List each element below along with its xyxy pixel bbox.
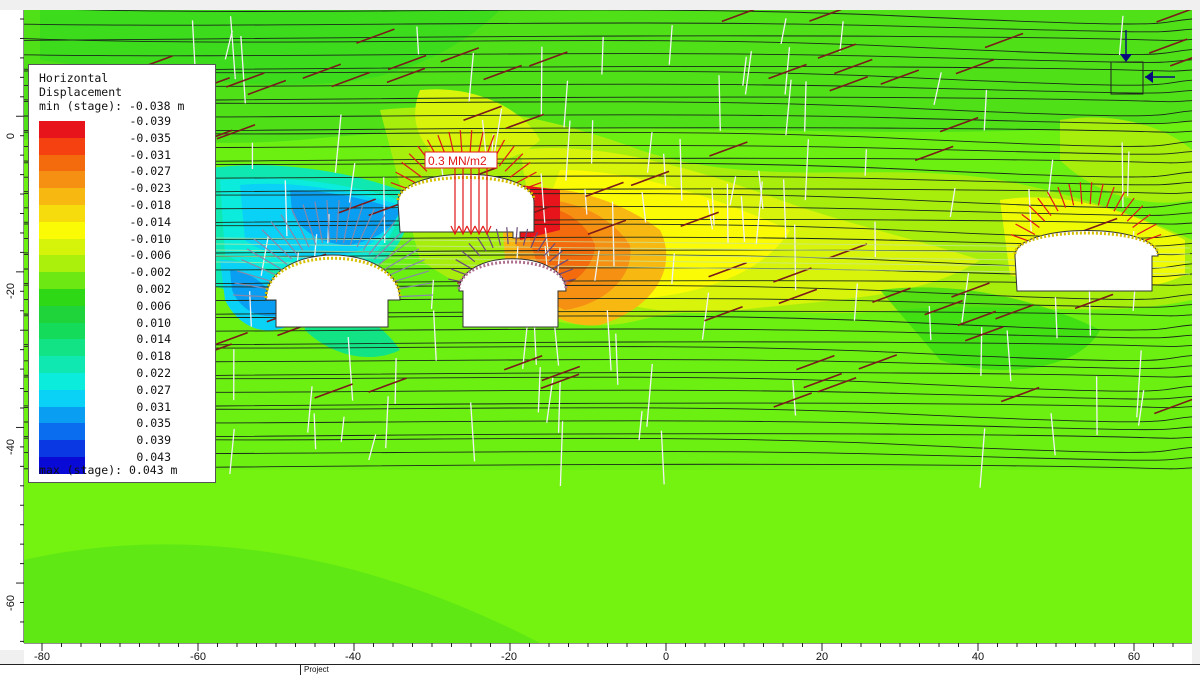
legend-value: -0.027 bbox=[91, 165, 171, 177]
y-tick-label: 0 bbox=[5, 133, 17, 139]
x-tick-label: 20 bbox=[816, 651, 828, 663]
legend-max-label: max (stage): 0.043 m bbox=[39, 463, 177, 477]
legend-swatch bbox=[39, 390, 85, 407]
legend-min-label: min (stage): -0.038 m bbox=[39, 99, 184, 113]
legend-value: -0.002 bbox=[91, 266, 171, 278]
legend-swatch bbox=[39, 138, 85, 155]
legend-value: -0.018 bbox=[91, 199, 171, 211]
legend-swatch bbox=[39, 205, 85, 222]
joint-segment bbox=[727, 184, 728, 243]
x-tick-label: -60 bbox=[190, 651, 206, 663]
x-tick-label: 40 bbox=[972, 651, 984, 663]
status-bar: Project bbox=[0, 664, 1200, 675]
legend-value: 0.018 bbox=[91, 350, 171, 362]
legend-swatch bbox=[39, 407, 85, 424]
legend-value: 0.010 bbox=[91, 317, 171, 329]
legend-value: 0.043 bbox=[91, 451, 171, 463]
legend-swatch bbox=[39, 323, 85, 340]
legend-swatch bbox=[39, 272, 85, 289]
legend-value: 0.014 bbox=[91, 333, 171, 345]
legend-swatch bbox=[39, 239, 85, 256]
legend-swatch bbox=[39, 423, 85, 440]
x-tick-label: -40 bbox=[345, 651, 361, 663]
legend-title-line2: Displacement bbox=[39, 85, 184, 99]
x-tick-label: -80 bbox=[34, 651, 50, 663]
legend-swatch bbox=[39, 356, 85, 373]
load-label: 0.3 MN/m2 bbox=[428, 154, 487, 168]
legend-value: 0.002 bbox=[91, 283, 171, 295]
x-tick-label: -20 bbox=[501, 651, 517, 663]
legend-swatch bbox=[39, 222, 85, 239]
legend-title-line1: Horizontal bbox=[39, 71, 184, 85]
legend-swatch bbox=[39, 171, 85, 188]
y-tick-label: -40 bbox=[5, 439, 17, 455]
legend-swatch bbox=[39, 339, 85, 356]
legend-swatch bbox=[39, 121, 85, 138]
legend-swatch bbox=[39, 306, 85, 323]
legend-value: 0.022 bbox=[91, 367, 171, 379]
legend-value: -0.031 bbox=[91, 149, 171, 161]
legend-value: -0.023 bbox=[91, 182, 171, 194]
x-tick-label: 60 bbox=[1128, 651, 1140, 663]
legend-title: Horizontal Displacement min (stage): -0.… bbox=[39, 71, 184, 113]
legend-swatch bbox=[39, 440, 85, 457]
joint-segment bbox=[1122, 143, 1123, 208]
x-tick-label: 0 bbox=[663, 651, 669, 663]
legend-value: 0.027 bbox=[91, 384, 171, 396]
legend-value: -0.014 bbox=[91, 216, 171, 228]
legend-value: -0.006 bbox=[91, 249, 171, 261]
legend-swatch bbox=[39, 373, 85, 390]
legend-value: -0.010 bbox=[91, 233, 171, 245]
legend-value: 0.031 bbox=[91, 401, 171, 413]
joint-segment bbox=[541, 47, 542, 116]
legend-swatch bbox=[39, 188, 85, 205]
legend-swatch bbox=[39, 255, 85, 272]
legend-value: 0.006 bbox=[91, 300, 171, 312]
legend-value: 0.039 bbox=[91, 434, 171, 446]
legend-value: -0.039 bbox=[91, 115, 171, 127]
legend-swatch bbox=[39, 289, 85, 306]
contour-legend[interactable]: Horizontal Displacement min (stage): -0.… bbox=[28, 64, 216, 483]
legend-swatch bbox=[39, 155, 85, 172]
legend-value: -0.035 bbox=[91, 132, 171, 144]
legend-value: 0.035 bbox=[91, 417, 171, 429]
y-tick-label: -20 bbox=[5, 283, 17, 299]
y-tick-label: -60 bbox=[5, 595, 17, 611]
